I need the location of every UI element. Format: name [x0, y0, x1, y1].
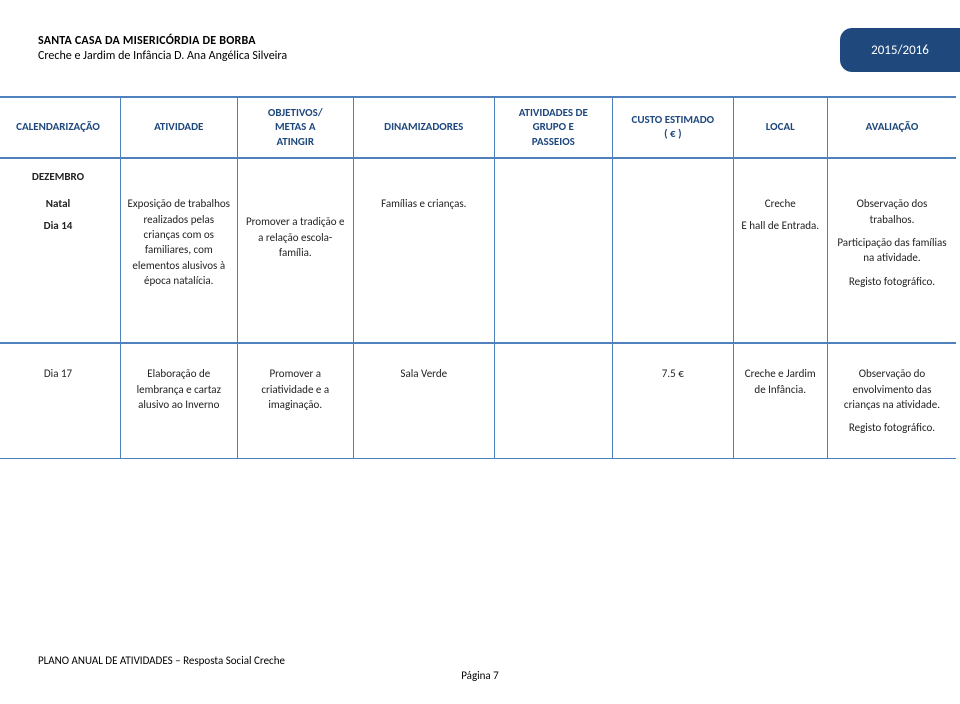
cell-objetivos: Promover a criatividade e a imaginação. [237, 343, 353, 458]
cell-local: Creche E hall de Entrada. [733, 186, 827, 299]
cell-custo: 7.5 € [613, 343, 734, 458]
section-row: DEZEMBRO [0, 158, 956, 186]
table-header-row: CALENDARIZAÇÃO ATIVIDADE OBJETIVOS/METAS… [0, 97, 956, 158]
table-row: Natal Dia 14 Exposição de trabalhos real… [0, 186, 956, 299]
col-objetivos: OBJETIVOS/METAS AATINGIR [237, 97, 353, 158]
footer-doc-title: PLANO ANUAL DE ATIVIDADES – Resposta Soc… [38, 654, 922, 667]
cell-atividade: Elaboração de lembrança e cartaz alusivo… [121, 343, 237, 458]
col-calendarizacao: CALENDARIZAÇÃO [0, 97, 121, 158]
cell-custo [613, 186, 734, 299]
org-subtitle: Creche e Jardim de Infância D. Ana Angél… [38, 49, 960, 63]
avaliacao-para: Registo fotográfico. [834, 420, 950, 435]
local-line-1: Creche [740, 196, 821, 211]
col-local: LOCAL [733, 97, 827, 158]
col-dinamizadores: DINAMIZADORES [353, 97, 494, 158]
avaliacao-para: Observação dos trabalhos. [834, 196, 950, 227]
cell-avaliacao: Observação do envolvimento das crianças … [827, 343, 956, 458]
org-title: SANTA CASA DA MISERICÓRDIA DE BORBA [38, 34, 960, 48]
col-avaliacao: AVALIAÇÃO [827, 97, 956, 158]
cell-grupo [494, 343, 612, 458]
col-custo: CUSTO ESTIMADO( € ) [613, 97, 734, 158]
cal-line-2: Dia 14 [2, 218, 114, 233]
cell-dinamizadores: Sala Verde [353, 343, 494, 458]
page-footer: PLANO ANUAL DE ATIVIDADES – Resposta Soc… [38, 654, 922, 682]
cell-grupo [494, 186, 612, 299]
cell-local: Creche e Jardim de Infância. [733, 343, 827, 458]
cell-atividade: Exposição de trabalhos realizados pelas … [121, 186, 237, 299]
col-atividades-grupo: ATIVIDADES DEGRUPO EPASSEIOS [494, 97, 612, 158]
avaliacao-para: Observação do envolvimento das crianças … [834, 366, 950, 412]
cal-line-1: Natal [2, 196, 114, 211]
cell-dinamizadores: Famílias e crianças. [353, 186, 494, 299]
year-badge: 2015/2016 [840, 28, 960, 72]
footer-page-number: Página 7 [38, 669, 922, 682]
gap-row [0, 299, 956, 343]
page-header: SANTA CASA DA MISERICÓRDIA DE BORBA Crec… [0, 0, 960, 80]
avaliacao-para: Registo fotográfico. [834, 274, 950, 289]
col-atividade: ATIVIDADE [121, 97, 237, 158]
cell-objetivos: Promover a tradição e a relação escola-f… [237, 186, 353, 299]
section-label: DEZEMBRO [0, 158, 121, 186]
cell-avaliacao: Observação dos trabalhos. Participação d… [827, 186, 956, 299]
cell-cal: Dia 17 [0, 343, 121, 458]
avaliacao-para: Participação das famílias na atividade. [834, 235, 950, 266]
local-line-2: E hall de Entrada. [740, 218, 821, 233]
cell-cal: Natal Dia 14 [0, 186, 121, 299]
activities-table: CALENDARIZAÇÃO ATIVIDADE OBJETIVOS/METAS… [0, 96, 956, 459]
table-row: Dia 17 Elaboração de lembrança e cartaz … [0, 343, 956, 458]
